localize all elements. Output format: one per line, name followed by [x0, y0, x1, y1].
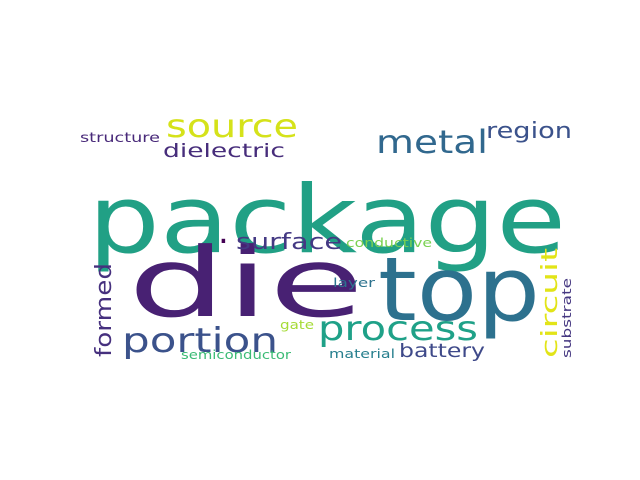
word-layer: layer	[333, 276, 375, 290]
word-structure: structure	[80, 131, 160, 146]
word-semiconductor: semiconductor	[181, 348, 291, 362]
word-dielectric: dielectric	[163, 140, 285, 162]
word-substrate: substrate	[560, 278, 574, 358]
word-battery: battery	[399, 340, 485, 362]
word-gate: gate	[280, 318, 314, 332]
word-material: material	[329, 347, 395, 361]
word-dot: .	[218, 212, 229, 252]
word-metal: metal	[376, 123, 488, 161]
word-region: region	[486, 119, 572, 144]
word-surface: surface	[236, 230, 342, 255]
word-formed: formed	[92, 263, 117, 357]
word-conductive: conductive	[346, 236, 432, 250]
